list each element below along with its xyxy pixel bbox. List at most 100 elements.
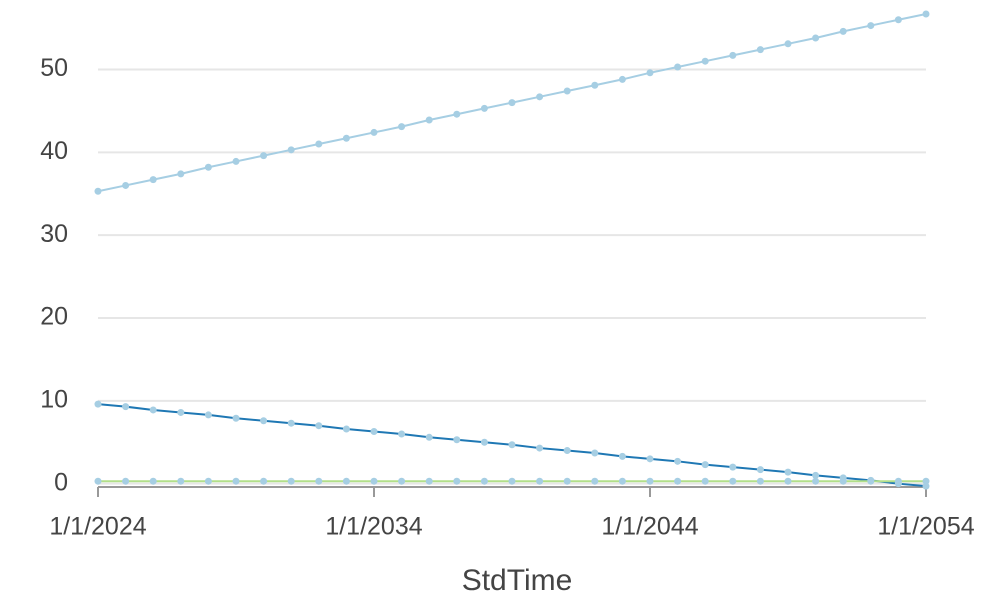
x-tick-label: 1/1/2054 xyxy=(877,513,974,541)
data-point xyxy=(922,477,930,485)
data-point xyxy=(398,123,406,131)
data-point xyxy=(480,477,488,485)
data-point xyxy=(563,447,571,455)
data-point xyxy=(232,414,240,422)
data-point xyxy=(756,466,764,474)
data-point xyxy=(674,63,682,71)
x-tick-label: 1/1/2034 xyxy=(325,513,422,541)
y-tick-label: 40 xyxy=(40,137,68,165)
data-point xyxy=(536,444,544,452)
data-point xyxy=(784,477,792,485)
data-point xyxy=(839,27,847,35)
data-point xyxy=(204,163,212,171)
x-tick-label: 1/1/2044 xyxy=(601,513,698,541)
data-point xyxy=(260,417,268,425)
data-point xyxy=(177,477,185,485)
data-point xyxy=(122,477,130,485)
data-point xyxy=(812,471,820,479)
data-point xyxy=(232,477,240,485)
x-axis-label: StdTime xyxy=(462,564,573,597)
data-point xyxy=(370,427,378,435)
data-point xyxy=(701,461,709,469)
data-point xyxy=(812,34,820,42)
data-point xyxy=(508,477,516,485)
data-point xyxy=(232,157,240,165)
data-point xyxy=(453,110,461,118)
data-point xyxy=(867,22,875,30)
data-point xyxy=(646,477,654,485)
data-point xyxy=(729,51,737,59)
data-point xyxy=(756,477,764,485)
data-point xyxy=(149,406,157,414)
data-point xyxy=(177,170,185,178)
data-point xyxy=(563,477,571,485)
data-point xyxy=(784,40,792,48)
data-point xyxy=(370,128,378,136)
y-tick-label: 0 xyxy=(54,468,68,496)
data-point xyxy=(94,187,102,195)
data-point xyxy=(701,57,709,65)
data-point xyxy=(122,181,130,189)
data-point xyxy=(618,75,626,83)
data-point xyxy=(563,87,571,95)
data-point xyxy=(177,408,185,416)
data-point xyxy=(922,10,930,18)
data-point xyxy=(729,477,737,485)
data-point xyxy=(646,69,654,77)
data-point xyxy=(315,477,323,485)
data-point xyxy=(508,441,516,449)
data-point xyxy=(480,104,488,112)
data-point xyxy=(94,400,102,408)
y-tick-label: 50 xyxy=(40,54,68,82)
data-point xyxy=(480,438,488,446)
data-point xyxy=(536,477,544,485)
data-point xyxy=(756,46,764,54)
data-point xyxy=(453,436,461,444)
data-point xyxy=(204,411,212,419)
data-point xyxy=(922,482,930,490)
data-point xyxy=(618,452,626,460)
data-point xyxy=(508,99,516,107)
data-point xyxy=(812,477,820,485)
data-point xyxy=(674,477,682,485)
data-point xyxy=(204,477,212,485)
data-point xyxy=(149,176,157,184)
data-point xyxy=(867,477,875,485)
data-point xyxy=(591,81,599,89)
data-point xyxy=(425,116,433,124)
data-point xyxy=(287,146,295,154)
data-point xyxy=(425,433,433,441)
data-point xyxy=(94,477,102,485)
x-tick-label: 1/1/2024 xyxy=(49,513,146,541)
data-point xyxy=(315,140,323,148)
data-point xyxy=(536,93,544,101)
data-point xyxy=(453,477,461,485)
data-point xyxy=(315,422,323,430)
data-point xyxy=(287,419,295,427)
y-tick-label: 30 xyxy=(40,220,68,248)
data-point xyxy=(674,457,682,465)
data-point xyxy=(646,455,654,463)
data-point xyxy=(618,477,626,485)
data-point xyxy=(729,463,737,471)
y-tick-label: 10 xyxy=(40,385,68,413)
data-point xyxy=(784,468,792,476)
data-point xyxy=(342,425,350,433)
data-point xyxy=(370,477,378,485)
data-point xyxy=(260,152,268,160)
data-point xyxy=(287,477,295,485)
data-point xyxy=(894,16,902,24)
data-point xyxy=(701,477,709,485)
data-point xyxy=(591,477,599,485)
data-point xyxy=(425,477,433,485)
data-point xyxy=(342,477,350,485)
data-point xyxy=(398,477,406,485)
data-point xyxy=(839,477,847,485)
data-point xyxy=(591,449,599,457)
data-point xyxy=(398,430,406,438)
data-point xyxy=(149,477,157,485)
data-point xyxy=(122,403,130,411)
data-point xyxy=(260,477,268,485)
